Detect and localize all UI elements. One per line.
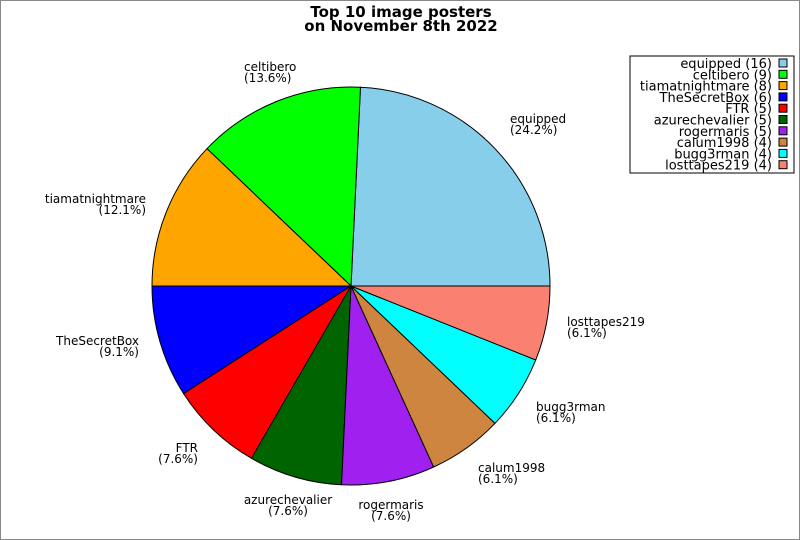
slice-label-percent: (6.1%) (567, 326, 607, 340)
slice-label-percent: (6.1%) (478, 472, 518, 486)
legend-swatch (778, 148, 788, 158)
legend-label: azurechevalier (5) (654, 114, 772, 129)
legend-label: tiamatnightmare (8) (640, 80, 772, 95)
legend-label: TheSecretBox (6) (659, 91, 772, 106)
legend-label: bugg3rman (4) (674, 147, 772, 162)
pie-slice-celtibero (206, 86, 361, 288)
chart-title-line-2: on November 8th 2022 (304, 17, 497, 35)
pie-slice-equipped (350, 86, 551, 287)
legend-swatch (778, 160, 788, 170)
legend-swatch (778, 92, 788, 102)
pie-slice-losttapes219 (350, 285, 551, 361)
pie-slice-TheSecretBox (151, 285, 353, 395)
slice-label-category: equipped (510, 112, 566, 126)
slice-label-percent: (9.1%) (99, 345, 139, 359)
slice-label-percent: (13.6%) (244, 71, 291, 85)
slice-label-percent: (24.2%) (510, 123, 557, 137)
slice-label-percent: (7.6%) (371, 509, 411, 523)
legend-label: calum1998 (4) (677, 136, 772, 151)
chart-title-line-1: Top 10 image posters (310, 3, 491, 21)
legend-swatch (778, 115, 788, 124)
legend-label: equipped (16) (680, 57, 772, 72)
legend-box (629, 55, 795, 174)
legend-swatch (778, 58, 788, 68)
legend-swatch (778, 103, 788, 113)
slice-label-category: FTR (176, 441, 198, 455)
slice-label-percent: (7.6%) (268, 504, 308, 518)
legend-swatch (778, 137, 788, 147)
legend-swatch (778, 69, 788, 79)
slice-label-percent: (7.6%) (158, 452, 198, 466)
pie-slice-FTR (182, 285, 352, 460)
slice-label-category: calum1998 (478, 461, 545, 475)
legend-label: FTR (5) (725, 102, 772, 117)
pie-slice-azurechevalier (250, 285, 352, 486)
legend-swatch (778, 81, 788, 91)
legend-swatch (778, 126, 788, 136)
slice-label-category: TheSecretBox (55, 334, 139, 348)
slice-label-category: celtibero (244, 60, 296, 74)
slice-label-category: azurechevalier (244, 493, 332, 507)
slice-label-category: rogermaris (358, 498, 423, 512)
legend-label: losttapes219 (4) (665, 159, 772, 174)
pie-slice-rogermaris (341, 285, 435, 486)
legend-label: celtibero (9) (693, 68, 772, 83)
slice-label-category: bugg3rman (536, 400, 605, 414)
slice-label-percent: (6.1%) (536, 411, 576, 425)
slice-label-category: tiamatnightmare (45, 192, 146, 206)
pie-slice-tiamatnightmare (151, 147, 353, 287)
legend-label: rogermaris (5) (679, 125, 772, 140)
slice-label-percent: (12.1%) (99, 203, 146, 217)
slice-label-category: losttapes219 (567, 315, 645, 329)
